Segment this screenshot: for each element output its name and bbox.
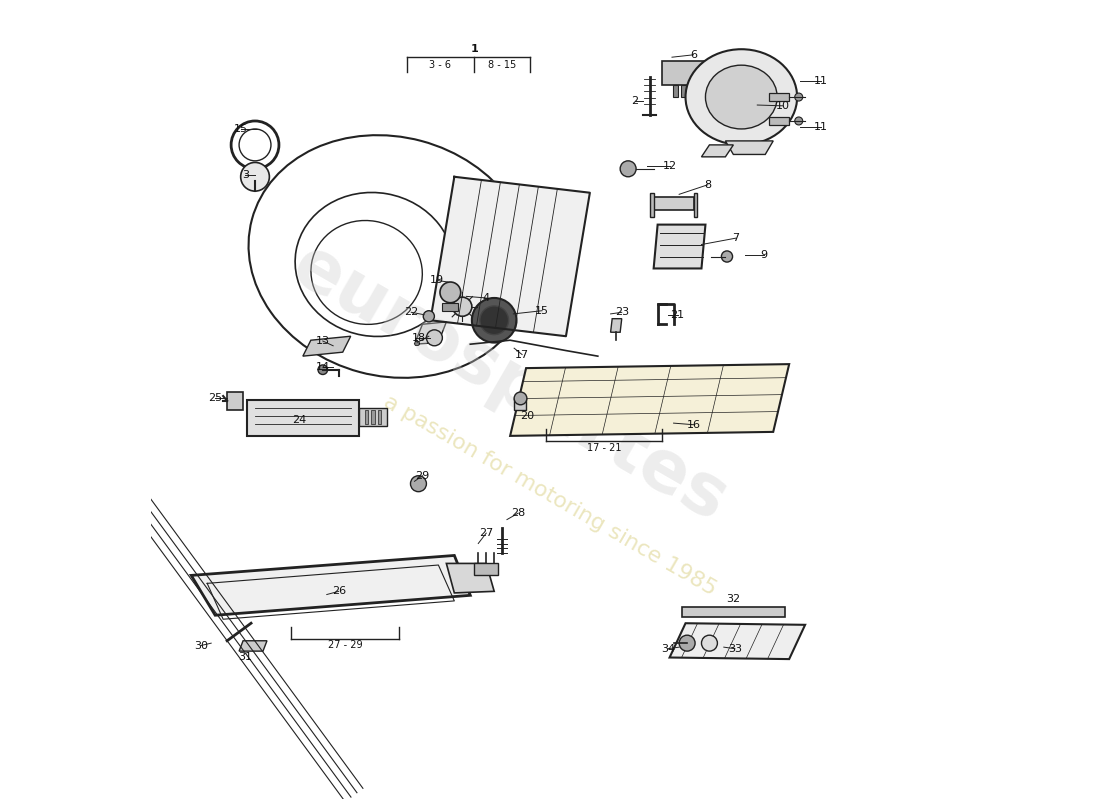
Polygon shape (769, 93, 789, 101)
Text: 29: 29 (416, 470, 430, 481)
Circle shape (794, 117, 803, 125)
Polygon shape (248, 400, 359, 436)
Text: 7: 7 (733, 233, 739, 243)
Text: 31: 31 (239, 652, 253, 662)
Circle shape (679, 635, 695, 651)
Text: 26: 26 (332, 586, 345, 596)
Text: 8: 8 (704, 180, 712, 190)
Text: 5: 5 (414, 338, 420, 347)
Circle shape (427, 330, 442, 346)
Circle shape (794, 93, 803, 101)
Polygon shape (377, 410, 381, 424)
Polygon shape (769, 117, 789, 125)
Polygon shape (682, 607, 785, 617)
Text: 28: 28 (512, 508, 525, 518)
Polygon shape (725, 141, 773, 154)
Circle shape (410, 476, 427, 492)
Text: 1: 1 (471, 44, 478, 54)
Polygon shape (610, 318, 621, 332)
Text: 19: 19 (430, 275, 444, 286)
Polygon shape (653, 225, 705, 269)
Text: 21: 21 (671, 310, 684, 320)
Text: 3: 3 (242, 170, 249, 180)
Text: 6: 6 (690, 50, 697, 60)
Text: 17: 17 (515, 350, 529, 359)
Text: 10: 10 (776, 101, 790, 111)
Text: 17 - 21: 17 - 21 (587, 443, 621, 453)
Polygon shape (430, 177, 590, 336)
Polygon shape (239, 641, 267, 651)
Text: 24: 24 (293, 415, 307, 425)
Text: 4: 4 (483, 293, 490, 303)
Text: 15: 15 (535, 306, 549, 316)
Circle shape (472, 298, 517, 342)
Text: 18: 18 (412, 333, 427, 343)
Polygon shape (673, 85, 678, 97)
Circle shape (722, 251, 733, 262)
Text: 27 - 29: 27 - 29 (328, 640, 362, 650)
Text: 11: 11 (814, 76, 828, 86)
Polygon shape (415, 322, 447, 344)
Text: eurospartes: eurospartes (280, 231, 740, 537)
Text: 34: 34 (661, 644, 675, 654)
Circle shape (620, 161, 636, 177)
Polygon shape (702, 145, 734, 157)
Text: 27: 27 (480, 528, 493, 538)
Polygon shape (442, 302, 459, 310)
Polygon shape (365, 410, 369, 424)
Polygon shape (653, 197, 693, 210)
Polygon shape (191, 555, 471, 615)
Text: 32: 32 (726, 594, 740, 604)
Text: 22: 22 (404, 307, 418, 318)
Ellipse shape (705, 65, 778, 129)
Text: 14: 14 (316, 362, 330, 371)
Text: 8 - 15: 8 - 15 (488, 60, 516, 70)
Polygon shape (650, 193, 653, 217)
Text: 9: 9 (760, 250, 767, 260)
Text: 30: 30 (194, 641, 208, 650)
Polygon shape (510, 364, 789, 436)
Polygon shape (474, 563, 498, 575)
Text: 3 - 6: 3 - 6 (429, 60, 451, 70)
Text: 15: 15 (233, 124, 248, 134)
Text: 33: 33 (728, 644, 743, 654)
Text: 20: 20 (520, 411, 535, 421)
Polygon shape (689, 85, 693, 97)
Text: 11: 11 (814, 122, 828, 131)
Polygon shape (227, 392, 243, 410)
Circle shape (480, 306, 508, 334)
Polygon shape (372, 410, 375, 424)
Polygon shape (514, 398, 526, 410)
Circle shape (241, 162, 270, 191)
Circle shape (702, 635, 717, 651)
Text: 12: 12 (662, 162, 676, 171)
Polygon shape (681, 85, 685, 97)
Circle shape (453, 297, 472, 316)
Polygon shape (670, 623, 805, 659)
Text: a passion for motoring since 1985: a passion for motoring since 1985 (381, 392, 719, 599)
Circle shape (514, 392, 527, 405)
Circle shape (318, 365, 328, 374)
Text: 13: 13 (316, 336, 330, 346)
Polygon shape (447, 563, 494, 593)
Polygon shape (693, 193, 697, 217)
Text: 23: 23 (615, 307, 629, 318)
Polygon shape (359, 408, 386, 426)
Text: 16: 16 (686, 420, 701, 430)
Circle shape (424, 310, 434, 322)
Circle shape (440, 282, 461, 302)
Polygon shape (661, 61, 710, 85)
Text: 25: 25 (208, 393, 222, 402)
Polygon shape (302, 336, 351, 356)
Ellipse shape (685, 50, 797, 145)
Text: 2: 2 (631, 96, 638, 106)
